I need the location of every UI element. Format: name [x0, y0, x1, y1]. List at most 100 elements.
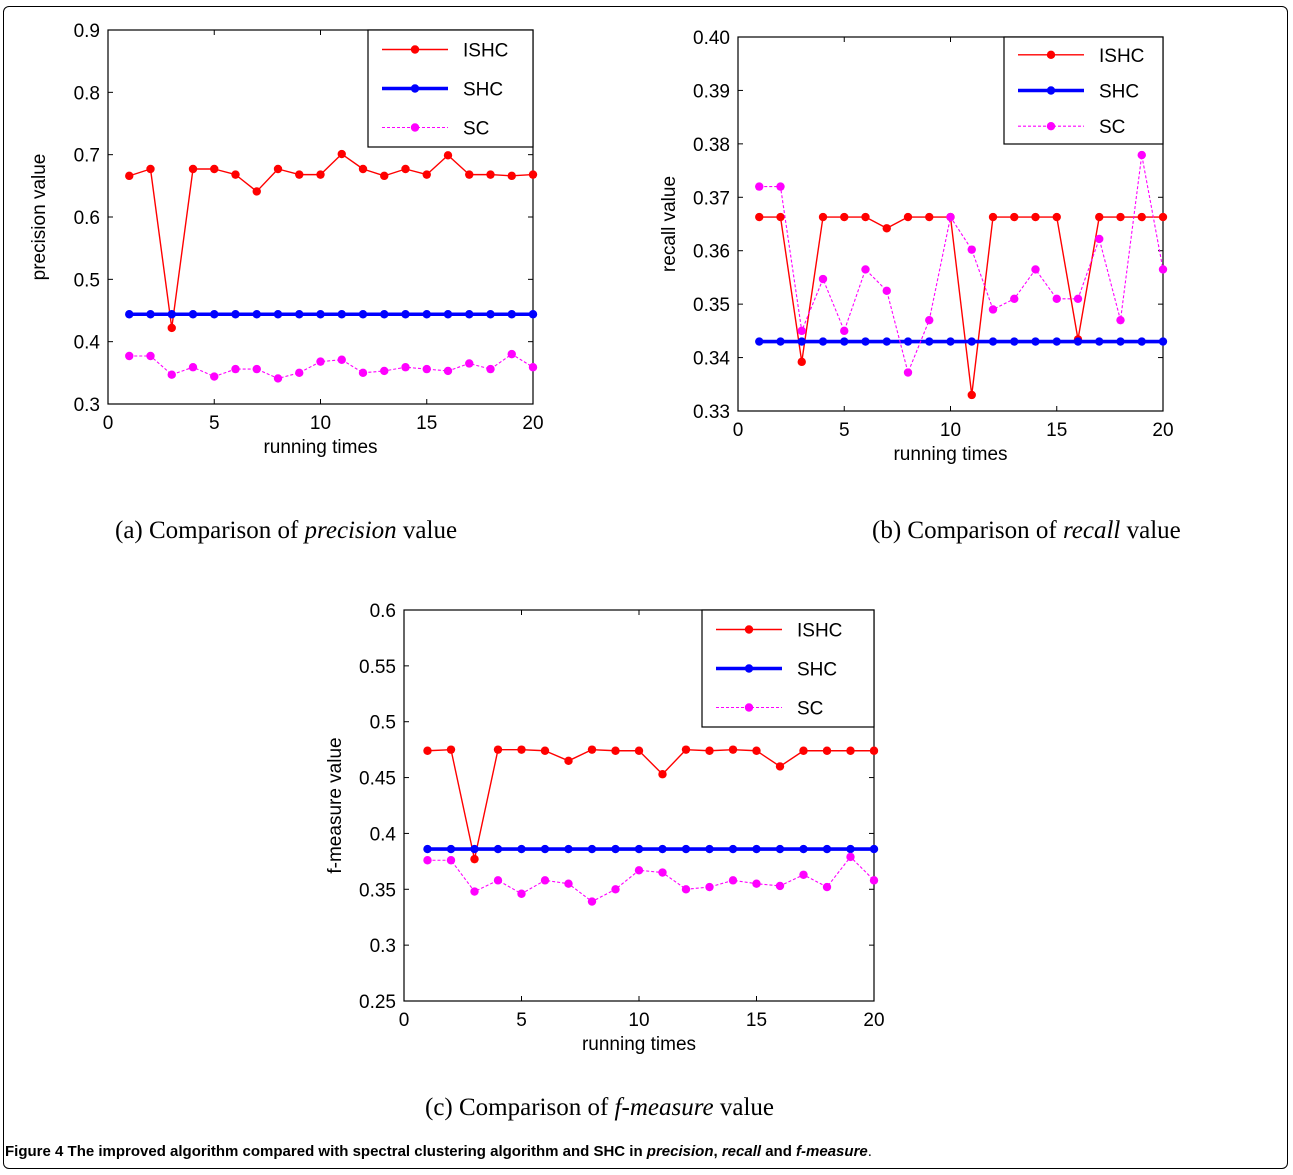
- data-point-sc: [1095, 234, 1104, 244]
- data-point-sc: [1116, 315, 1125, 325]
- data-point-sc: [1073, 294, 1083, 303]
- x-tick-label: 0: [399, 1010, 410, 1031]
- data-point-shc: [167, 310, 176, 319]
- data-point-ishc: [273, 164, 283, 174]
- data-point-sc: [146, 351, 155, 361]
- x-tick-label: 10: [628, 1010, 649, 1031]
- data-point-sc: [869, 876, 879, 885]
- data-point-ishc: [587, 745, 597, 754]
- x-tick-label: 15: [1046, 420, 1067, 441]
- data-point-sc: [988, 305, 998, 314]
- data-point-shc: [1158, 337, 1168, 346]
- data-point-shc: [705, 844, 714, 854]
- data-point-ishc: [658, 770, 667, 779]
- data-point-shc: [146, 310, 155, 319]
- legend-label: SHC: [1099, 82, 1139, 103]
- legend-label: SHC: [463, 80, 503, 101]
- data-point-shc: [210, 310, 219, 319]
- series-line-sc: [759, 154, 1164, 374]
- y-tick-label: 0.40: [693, 28, 730, 49]
- x-tick-label: 15: [746, 1010, 767, 1031]
- data-point-shc: [988, 337, 998, 346]
- data-point-ishc: [470, 854, 479, 864]
- y-tick-label: 0.5: [370, 713, 396, 734]
- legend-marker: [744, 703, 754, 712]
- figure-frame: [3, 6, 1288, 1169]
- y-tick-label: 0.5: [74, 270, 100, 291]
- data-point-sc: [755, 182, 764, 191]
- data-point-ishc: [797, 357, 806, 367]
- data-point-ishc: [337, 149, 346, 159]
- x-tick-label: 5: [839, 420, 850, 441]
- legend-marker: [1046, 121, 1056, 131]
- data-point-shc: [681, 844, 691, 854]
- data-point-shc: [1031, 337, 1040, 346]
- data-point-sc: [681, 885, 691, 894]
- data-point-sc: [423, 856, 432, 865]
- data-point-ishc: [422, 170, 431, 179]
- data-point-sc: [797, 326, 806, 336]
- legend-marker: [410, 123, 420, 132]
- x-tick-label: 20: [863, 1010, 884, 1031]
- data-point-sc: [752, 879, 761, 888]
- data-point-shc: [775, 844, 785, 854]
- data-point-sc: [486, 364, 495, 374]
- data-point-ishc: [231, 170, 240, 179]
- data-point-sc: [528, 363, 538, 372]
- x-tick-label: 10: [310, 413, 331, 434]
- data-point-shc: [634, 844, 644, 854]
- legend-marker: [410, 84, 420, 93]
- data-point-ishc: [443, 151, 453, 160]
- y-tick-label: 0.6: [370, 601, 396, 622]
- data-point-shc: [797, 337, 806, 346]
- x-tick-label: 0: [103, 413, 114, 434]
- data-point-shc: [422, 310, 431, 319]
- data-point-sc: [658, 868, 667, 877]
- series-line-ishc: [759, 216, 1163, 396]
- y-tick-label: 0.6: [74, 208, 100, 229]
- data-point-ishc: [423, 746, 432, 755]
- data-point-shc: [486, 310, 495, 319]
- legend-label: SC: [797, 699, 823, 720]
- data-point-shc: [252, 310, 261, 319]
- data-point-sc: [316, 357, 325, 366]
- data-point-sc: [728, 876, 738, 885]
- legend-label: ISHC: [1099, 46, 1144, 67]
- data-point-shc: [1073, 337, 1083, 346]
- chart-c: 0 5 10 15 20 0.25 0.3 0.35 0.4 0.45 0.5 0.55 0.6 runn…: [325, 601, 885, 1055]
- data-point-sc: [446, 856, 456, 865]
- legend-marker: [744, 664, 754, 673]
- y-axis-label: f-measure value: [325, 737, 346, 873]
- data-point-sc: [799, 870, 808, 879]
- data-point-ishc: [822, 746, 832, 755]
- data-point-ishc: [705, 746, 714, 755]
- data-point-ishc: [540, 746, 550, 755]
- y-tick-label: 0.39: [693, 81, 730, 102]
- data-point-ishc: [401, 164, 410, 174]
- legend-marker: [1046, 50, 1056, 60]
- data-point-sc: [401, 363, 410, 372]
- data-point-shc: [273, 310, 283, 319]
- data-point-sc: [125, 351, 134, 361]
- y-tick-label: 0.35: [693, 295, 730, 316]
- data-point-sc: [925, 315, 934, 325]
- data-point-shc: [752, 844, 761, 854]
- data-point-ishc: [818, 212, 828, 222]
- data-point-shc: [470, 844, 479, 854]
- legend-label: ISHC: [797, 621, 842, 642]
- data-point-shc: [564, 844, 573, 854]
- data-point-sc: [818, 274, 828, 284]
- data-point-ishc: [755, 212, 764, 222]
- y-tick-label: 0.4: [74, 333, 101, 354]
- y-tick-label: 0.34: [693, 349, 730, 370]
- data-point-ishc: [799, 746, 808, 755]
- data-point-ishc: [1010, 212, 1019, 222]
- data-point-shc: [1052, 337, 1061, 346]
- data-point-shc: [337, 310, 346, 319]
- data-point-ishc: [507, 171, 516, 181]
- data-point-sc: [493, 876, 503, 885]
- data-point-ishc: [125, 171, 134, 181]
- data-point-ishc: [167, 323, 176, 333]
- data-point-sc: [1031, 265, 1040, 274]
